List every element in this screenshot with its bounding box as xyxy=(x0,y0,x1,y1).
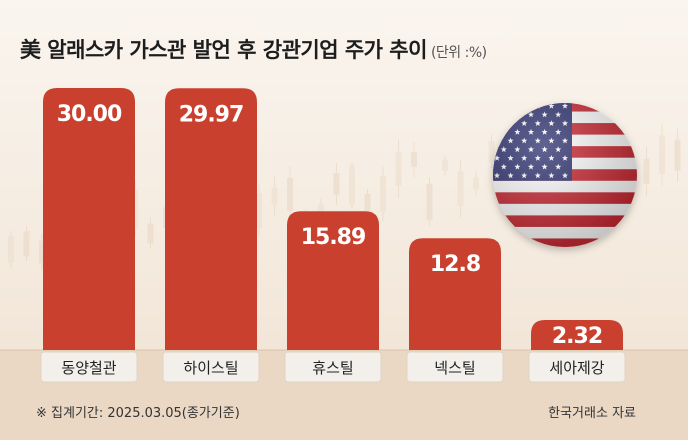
bars-group: 30.00 동양철관 29.97 하이스틸 15.89 휴스틸 12.8 넥스틸 2.32 세아제… xyxy=(40,88,626,383)
category-label-box xyxy=(528,351,626,383)
candle xyxy=(256,184,262,237)
candle xyxy=(659,123,665,187)
value-label-하이스틸: 29.97 xyxy=(179,102,244,127)
category-label-휴스틸: 휴스틸 xyxy=(312,359,353,377)
candle xyxy=(488,134,495,168)
candle xyxy=(23,226,30,262)
bar-넥스틸 xyxy=(409,238,501,350)
category-label-세아제강: 세아제강 xyxy=(549,359,604,377)
candle xyxy=(442,154,448,176)
category-label-하이스틸: 하이스틸 xyxy=(183,359,238,377)
candle xyxy=(349,161,355,209)
candle xyxy=(271,176,278,216)
bar-동양철관 xyxy=(43,88,135,350)
bar-하이스틸 xyxy=(165,88,257,351)
candle xyxy=(457,159,464,218)
candle xyxy=(147,218,154,249)
candle xyxy=(395,139,402,198)
value-label-휴스틸: 15.89 xyxy=(301,225,366,250)
category-label-box xyxy=(406,351,504,383)
footnote: ※ 집계기간: 2025.03.05(종가기준) xyxy=(36,406,240,421)
candle xyxy=(473,171,479,196)
value-label-세아제강: 2.32 xyxy=(552,324,602,349)
bar-휴스틸 xyxy=(287,211,379,350)
category-label-box xyxy=(284,351,382,383)
candle xyxy=(333,162,340,205)
category-label-동양철관: 동양철관 xyxy=(61,359,116,377)
source-note: 한국거래소 자료 xyxy=(548,406,636,421)
chart-title: 美 알래스카 가스관 발언 후 강관기업 주가 추이 (단위 :%) xyxy=(20,34,487,64)
value-label-넥스틸: 12.8 xyxy=(430,252,480,277)
candle xyxy=(426,177,433,226)
category-label-넥스틸: 넥스틸 xyxy=(434,359,475,377)
candle xyxy=(39,234,45,270)
candle xyxy=(380,166,386,222)
candle xyxy=(643,146,650,196)
candle xyxy=(287,166,293,223)
category-label-box xyxy=(40,351,138,383)
chart-title-text: 美 알래스카 가스관 발언 후 강관기업 주가 추이 xyxy=(20,38,427,62)
category-label-box xyxy=(162,351,260,383)
candle xyxy=(8,230,14,268)
candle xyxy=(411,141,417,178)
candle xyxy=(674,128,681,182)
value-label-동양철관: 30.00 xyxy=(57,102,122,127)
bar-세아제강 xyxy=(531,320,623,350)
unit-label: (단위 :%) xyxy=(430,45,487,61)
